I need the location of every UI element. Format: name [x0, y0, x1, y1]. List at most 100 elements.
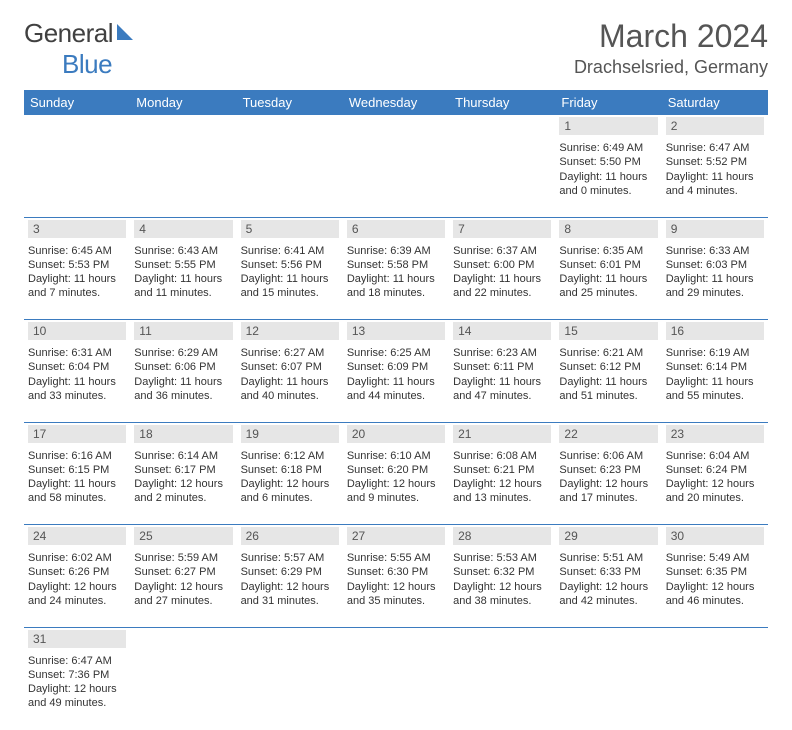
cell-line-ss: Sunset: 6:07 PM	[241, 360, 339, 374]
daynum-cell	[130, 115, 236, 139]
day-number: 18	[134, 425, 232, 443]
calendar-cell: Sunrise: 6:25 AMSunset: 6:09 PMDaylight:…	[343, 344, 449, 422]
cell-body: Sunrise: 6:47 AMSunset: 5:52 PMDaylight:…	[666, 141, 764, 198]
daynum-row: 31	[24, 627, 768, 652]
cell-line-sr: Sunrise: 6:04 AM	[666, 449, 764, 463]
cell-line-dl2: and 38 minutes.	[453, 594, 551, 608]
cell-line-dl2: and 46 minutes.	[666, 594, 764, 608]
cell-line-dl1: Daylight: 12 hours	[666, 580, 764, 594]
cell-line-ss: Sunset: 6:26 PM	[28, 565, 126, 579]
day-number: 11	[134, 322, 232, 340]
calendar-cell: Sunrise: 5:51 AMSunset: 6:33 PMDaylight:…	[555, 549, 661, 627]
cell-line-sr: Sunrise: 6:43 AM	[134, 244, 232, 258]
cell-line-dl2: and 0 minutes.	[559, 184, 657, 198]
cell-line-dl2: and 20 minutes.	[666, 491, 764, 505]
cell-body: Sunrise: 6:31 AMSunset: 6:04 PMDaylight:…	[28, 346, 126, 403]
calendar-body: 12Sunrise: 6:49 AMSunset: 5:50 PMDayligh…	[24, 115, 768, 730]
cell-line-dl1: Daylight: 11 hours	[28, 477, 126, 491]
cell-line-ss: Sunset: 6:24 PM	[666, 463, 764, 477]
cell-line-dl2: and 44 minutes.	[347, 389, 445, 403]
cell-line-ss: Sunset: 7:36 PM	[28, 668, 126, 682]
calendar-cell: Sunrise: 6:39 AMSunset: 5:58 PMDaylight:…	[343, 242, 449, 320]
cell-line-dl2: and 25 minutes.	[559, 286, 657, 300]
cell-body: Sunrise: 6:10 AMSunset: 6:20 PMDaylight:…	[347, 449, 445, 506]
calendar-row: Sunrise: 6:49 AMSunset: 5:50 PMDaylight:…	[24, 139, 768, 217]
cell-body: Sunrise: 6:41 AMSunset: 5:56 PMDaylight:…	[241, 244, 339, 301]
cell-body: Sunrise: 5:51 AMSunset: 6:33 PMDaylight:…	[559, 551, 657, 608]
cell-line-sr: Sunrise: 6:25 AM	[347, 346, 445, 360]
cell-line-dl1: Daylight: 12 hours	[559, 580, 657, 594]
daynum-cell: 11	[130, 320, 236, 345]
cell-line-dl2: and 51 minutes.	[559, 389, 657, 403]
cell-line-dl2: and 33 minutes.	[28, 389, 126, 403]
day-header: Friday	[555, 90, 661, 115]
cell-line-ss: Sunset: 6:12 PM	[559, 360, 657, 374]
cell-line-dl1: Daylight: 11 hours	[666, 272, 764, 286]
cell-line-dl1: Daylight: 12 hours	[134, 580, 232, 594]
calendar-cell: Sunrise: 6:47 AMSunset: 5:52 PMDaylight:…	[662, 139, 768, 217]
daynum-cell: 4	[130, 217, 236, 242]
calendar-cell	[449, 652, 555, 730]
calendar-cell	[24, 139, 130, 217]
calendar-cell	[237, 652, 343, 730]
cell-body: Sunrise: 6:06 AMSunset: 6:23 PMDaylight:…	[559, 449, 657, 506]
cell-line-dl2: and 27 minutes.	[134, 594, 232, 608]
cell-line-ss: Sunset: 6:23 PM	[559, 463, 657, 477]
cell-line-sr: Sunrise: 6:39 AM	[347, 244, 445, 258]
cell-line-dl1: Daylight: 11 hours	[28, 375, 126, 389]
calendar-cell: Sunrise: 6:02 AMSunset: 6:26 PMDaylight:…	[24, 549, 130, 627]
cell-body: Sunrise: 6:19 AMSunset: 6:14 PMDaylight:…	[666, 346, 764, 403]
daynum-cell: 28	[449, 525, 555, 550]
cell-line-sr: Sunrise: 6:47 AM	[28, 654, 126, 668]
cell-line-sr: Sunrise: 6:19 AM	[666, 346, 764, 360]
day-number: 28	[453, 527, 551, 545]
calendar-cell: Sunrise: 6:06 AMSunset: 6:23 PMDaylight:…	[555, 447, 661, 525]
cell-line-dl1: Daylight: 12 hours	[134, 477, 232, 491]
calendar-row: Sunrise: 6:16 AMSunset: 6:15 PMDaylight:…	[24, 447, 768, 525]
cell-line-dl1: Daylight: 11 hours	[241, 272, 339, 286]
cell-line-sr: Sunrise: 6:49 AM	[559, 141, 657, 155]
cell-line-dl2: and 4 minutes.	[666, 184, 764, 198]
calendar-cell: Sunrise: 6:08 AMSunset: 6:21 PMDaylight:…	[449, 447, 555, 525]
cell-line-ss: Sunset: 6:32 PM	[453, 565, 551, 579]
cell-line-dl1: Daylight: 12 hours	[241, 580, 339, 594]
daynum-cell: 15	[555, 320, 661, 345]
cell-body: Sunrise: 5:57 AMSunset: 6:29 PMDaylight:…	[241, 551, 339, 608]
cell-body: Sunrise: 6:39 AMSunset: 5:58 PMDaylight:…	[347, 244, 445, 301]
cell-line-sr: Sunrise: 6:06 AM	[559, 449, 657, 463]
cell-line-dl2: and 47 minutes.	[453, 389, 551, 403]
cell-line-dl2: and 40 minutes.	[241, 389, 339, 403]
cell-line-ss: Sunset: 6:06 PM	[134, 360, 232, 374]
cell-line-ss: Sunset: 6:21 PM	[453, 463, 551, 477]
day-number: 14	[453, 322, 551, 340]
daynum-cell: 31	[24, 627, 130, 652]
cell-line-sr: Sunrise: 6:37 AM	[453, 244, 551, 258]
cell-line-dl2: and 29 minutes.	[666, 286, 764, 300]
daynum-cell	[555, 627, 661, 652]
cell-line-dl1: Daylight: 11 hours	[559, 375, 657, 389]
daynum-cell: 17	[24, 422, 130, 447]
cell-line-dl1: Daylight: 11 hours	[559, 170, 657, 184]
cell-line-sr: Sunrise: 6:27 AM	[241, 346, 339, 360]
day-number: 17	[28, 425, 126, 443]
cell-line-sr: Sunrise: 5:55 AM	[347, 551, 445, 565]
daynum-row: 17181920212223	[24, 422, 768, 447]
cell-line-sr: Sunrise: 6:08 AM	[453, 449, 551, 463]
cell-body: Sunrise: 6:04 AMSunset: 6:24 PMDaylight:…	[666, 449, 764, 506]
cell-line-dl1: Daylight: 11 hours	[453, 375, 551, 389]
cell-line-dl1: Daylight: 11 hours	[134, 375, 232, 389]
day-number: 27	[347, 527, 445, 545]
cell-line-sr: Sunrise: 6:14 AM	[134, 449, 232, 463]
cell-line-dl2: and 24 minutes.	[28, 594, 126, 608]
cell-body: Sunrise: 6:43 AMSunset: 5:55 PMDaylight:…	[134, 244, 232, 301]
day-number: 5	[241, 220, 339, 238]
title-block: March 2024 Drachselsried, Germany	[574, 18, 768, 78]
cell-line-ss: Sunset: 5:56 PM	[241, 258, 339, 272]
cell-line-ss: Sunset: 6:33 PM	[559, 565, 657, 579]
daynum-cell: 13	[343, 320, 449, 345]
cell-line-ss: Sunset: 6:35 PM	[666, 565, 764, 579]
cell-line-ss: Sunset: 6:20 PM	[347, 463, 445, 477]
calendar-cell: Sunrise: 6:31 AMSunset: 6:04 PMDaylight:…	[24, 344, 130, 422]
day-number: 25	[134, 527, 232, 545]
logo: GeneralBlue	[24, 18, 137, 80]
